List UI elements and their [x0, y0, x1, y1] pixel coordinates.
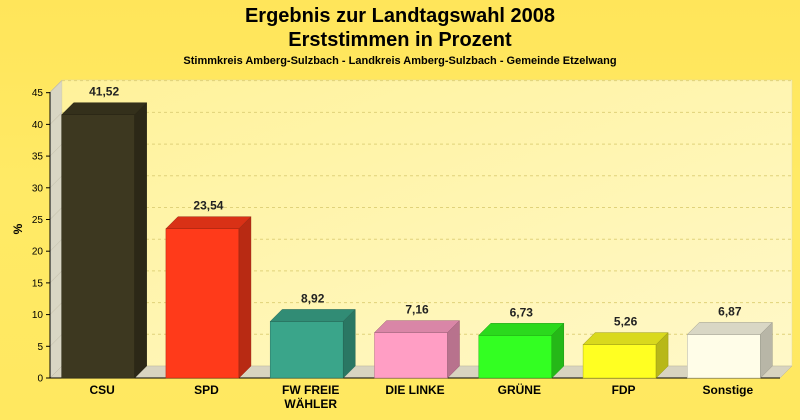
- x-category-label: GRÜNE: [498, 382, 541, 397]
- gridline-side: [49, 143, 63, 157]
- y-tick-label: 15: [32, 278, 44, 289]
- bar: [687, 334, 761, 379]
- bar: [61, 114, 135, 379]
- bar-side: [238, 216, 252, 379]
- bar-top: [373, 320, 461, 333]
- x-category-label: FDP: [612, 383, 636, 397]
- bar-top: [582, 332, 669, 345]
- bar: [165, 228, 240, 379]
- bar-value-label: 7,16: [405, 303, 429, 317]
- bar: [582, 344, 657, 379]
- y-tick-label: 30: [32, 183, 44, 194]
- y-tick-label: 0: [37, 374, 43, 385]
- x-category-label: FW FREIE: [282, 383, 339, 397]
- gridline-side: [49, 112, 63, 125]
- bar-side: [134, 102, 147, 379]
- bar-top: [686, 322, 773, 335]
- bar-top: [478, 323, 565, 336]
- x-category-label: DIE LINKE: [385, 383, 444, 397]
- x-category-label: WÄHLER: [284, 396, 337, 411]
- bar: [269, 321, 344, 379]
- chart-title-line1: Ergebnis zur Landtagswahl 2008: [244, 5, 556, 27]
- gridline-side: [49, 80, 63, 93]
- y-tick-label: 20: [32, 247, 44, 258]
- y-axis-label: %: [11, 223, 25, 234]
- gridline-side: [49, 302, 63, 315]
- bar-top: [269, 309, 356, 322]
- bar-value-label: 23,54: [193, 199, 223, 213]
- x-category-label: CSU: [89, 383, 114, 397]
- chart-title-line2: Erststimmen in Prozent: [288, 29, 512, 51]
- chart-side-wall: [49, 79, 63, 379]
- gridline-side: [49, 207, 63, 220]
- x-category-label: SPD: [194, 383, 219, 397]
- bar-value-label: 8,92: [301, 291, 325, 305]
- bar-value-label: 5,26: [614, 315, 638, 329]
- y-tick-label: 40: [32, 120, 44, 131]
- bar: [478, 335, 553, 379]
- bar: [374, 332, 448, 379]
- chart-subtitle: Stimmkreis Amberg-Sulzbach - Landkreis A…: [183, 55, 617, 67]
- gridline-side: [49, 238, 63, 252]
- bar-value-label: 6,87: [718, 304, 742, 318]
- gridline-side: [49, 334, 63, 347]
- y-tick-label: 5: [37, 342, 43, 353]
- y-tick-label: 25: [32, 215, 44, 226]
- bar-top: [61, 102, 148, 115]
- bar-top: [165, 216, 252, 229]
- bar-value-label: 6,73: [510, 305, 534, 319]
- gridline-side: [49, 270, 63, 284]
- x-category-label: Sonstige: [703, 383, 754, 397]
- y-tick-label: 45: [32, 88, 44, 99]
- y-tick-label: 10: [32, 310, 44, 321]
- gridline-side: [49, 175, 63, 188]
- y-tick-label: 35: [32, 152, 44, 163]
- bar-value-label: 41,52: [89, 85, 119, 99]
